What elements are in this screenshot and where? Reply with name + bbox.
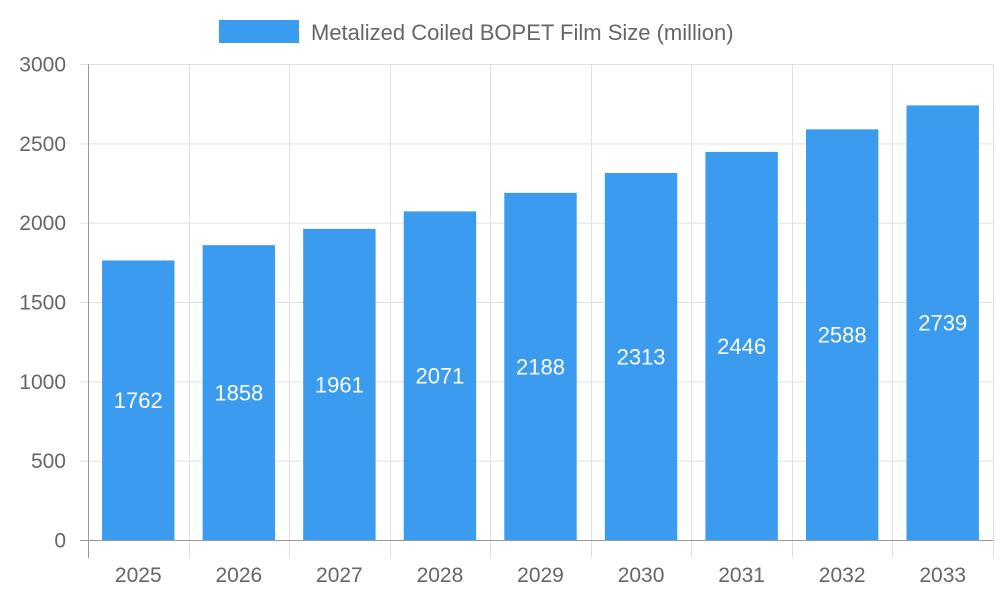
x-tick-label: 2031 [718, 564, 765, 587]
y-tick-label: 1500 [19, 292, 66, 315]
y-tick-label: 2500 [19, 133, 66, 156]
x-tick-label: 2030 [618, 564, 665, 587]
bar-2031[interactable] [705, 151, 778, 540]
y-tick-label: 0 [54, 530, 66, 553]
data-label: 2188 [516, 354, 565, 379]
x-tick-label: 2027 [316, 564, 363, 587]
bar-2032[interactable] [805, 129, 879, 540]
x-tick-label: 2029 [517, 564, 564, 587]
y-tick-label: 1000 [19, 371, 66, 394]
x-tick-label: 2025 [115, 564, 162, 587]
x-tick-label: 2033 [919, 564, 966, 587]
bars: 1762 1858 1961 2071 2188 2313 2446 2588 2739 [102, 105, 979, 541]
data-label: 1961 [315, 372, 364, 397]
y-tick-label: 500 [31, 450, 66, 473]
data-label: 2446 [717, 334, 766, 359]
bar-2028[interactable] [403, 211, 477, 540]
y-tick-label: 2000 [19, 212, 66, 235]
bar-2027[interactable] [303, 228, 376, 540]
y-tick-label: 3000 [19, 54, 66, 77]
x-tick-label: 2026 [215, 564, 262, 587]
data-label: 2071 [415, 364, 464, 389]
bar-2029[interactable] [504, 192, 577, 540]
bar-2033[interactable] [906, 105, 979, 541]
x-tick-label: 2028 [417, 564, 464, 587]
legend[interactable]: Metalized Coiled BOPET Film Size (millio… [219, 20, 734, 45]
legend-label: Metalized Coiled BOPET Film Size (millio… [311, 20, 734, 45]
data-label: 2739 [918, 311, 967, 336]
bar-2025[interactable] [102, 260, 175, 540]
data-label: 2588 [818, 323, 867, 348]
data-label: 1762 [114, 388, 163, 413]
legend-swatch [219, 20, 299, 43]
bar-2030[interactable] [604, 173, 678, 540]
data-label: 2313 [617, 345, 666, 370]
axes: 0 500 1000 1500 2000 2500 3000 2025 2026 2027 2028… [19, 54, 993, 587]
bar-2026[interactable] [202, 245, 276, 540]
data-label: 1858 [214, 381, 263, 406]
x-tick-label: 2032 [819, 564, 866, 587]
